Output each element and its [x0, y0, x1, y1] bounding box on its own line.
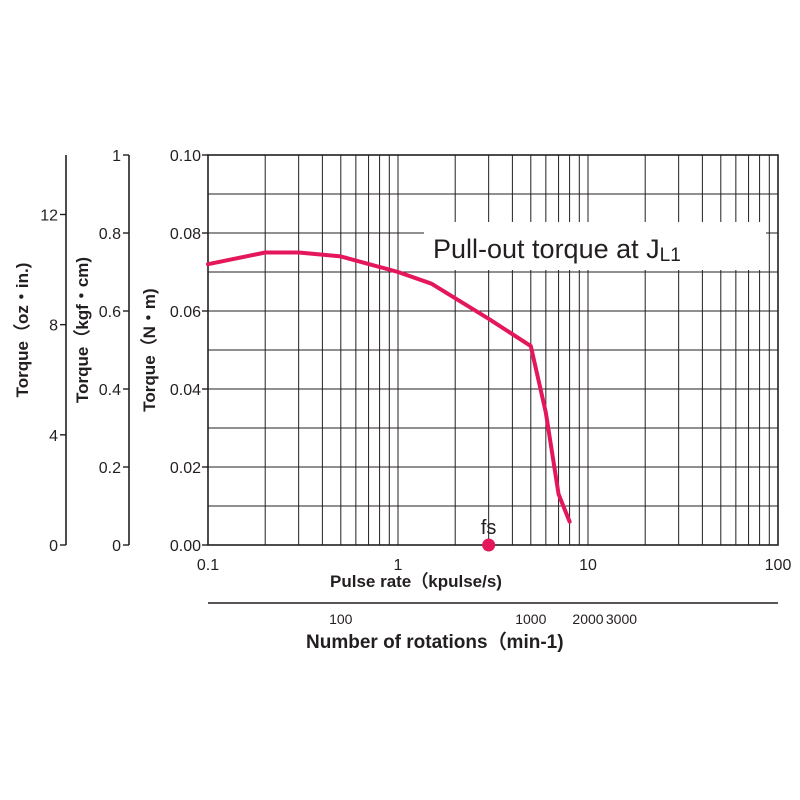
- y-tick-label-nm: 0.10: [170, 148, 201, 165]
- y-axis-title-nm: Torque（N・m): [139, 288, 159, 411]
- y-axis-title-kgfcm: Torque（kgf・cm): [72, 257, 92, 403]
- y-tick-label-ozin: 8: [49, 318, 58, 335]
- x-tick-label: 10: [579, 557, 597, 574]
- y-tick-label-ozin: 12: [40, 207, 58, 224]
- x-axis-title: Pulse rate（kpulse/s): [330, 571, 502, 591]
- y-tick-label-ozin: 4: [49, 428, 58, 445]
- x-axis: 0.1 1 10 100: [197, 557, 792, 574]
- y-tick-label-ozin: 0: [49, 538, 58, 555]
- annotation-box: [424, 222, 766, 270]
- y-tick-label-nm: 0.02: [170, 460, 201, 477]
- x-tick-label: 100: [765, 557, 792, 574]
- x-tick-label: 1: [394, 557, 403, 574]
- fs-label: fs: [481, 517, 497, 539]
- annotation-subscript: L1: [660, 245, 681, 266]
- y-tick-label-kgfcm: 0.8: [99, 226, 121, 243]
- y-tick-label-kgfcm: 0.6: [99, 304, 121, 321]
- rpm-tick-label: 2000: [572, 611, 603, 627]
- y-tick-label-kgfcm: 0: [112, 538, 121, 555]
- fs-marker: [482, 538, 496, 552]
- annotation-text: Pull-out torque at J: [433, 234, 660, 264]
- grid: [208, 155, 778, 545]
- rpm-tick-label: 1000: [515, 611, 546, 627]
- rpm-tick-label: 100: [329, 611, 353, 627]
- y-tick-label-kgfcm: 1: [112, 148, 121, 165]
- y-tick-label-nm: 0.06: [170, 304, 201, 321]
- y-axis-title-ozin: Torque（oz・in.): [12, 263, 32, 398]
- annotation: Pull-out torque at JL1: [433, 234, 681, 266]
- y-tick-label-kgfcm: 0.2: [99, 460, 121, 477]
- y-tick-label-kgfcm: 0.4: [99, 382, 121, 399]
- rpm-axis-title: Number of rotations（min-1): [306, 630, 564, 653]
- y-axes: 0.00 0.02 0.04 0.06 0.08 0.10 0 0.2 0.4 0.6 0.8 1 0 4…: [40, 148, 208, 555]
- series-line: [206, 250, 572, 524]
- y-tick-label-nm: 0.04: [170, 382, 201, 399]
- rpm-axis: 100 1000 2000 3000: [208, 602, 778, 627]
- x-tick-label: 0.1: [197, 557, 219, 574]
- rpm-tick-label: 3000: [606, 611, 637, 627]
- y-tick-label-nm: 0.08: [170, 226, 201, 243]
- y-tick-label-nm: 0.00: [170, 538, 201, 555]
